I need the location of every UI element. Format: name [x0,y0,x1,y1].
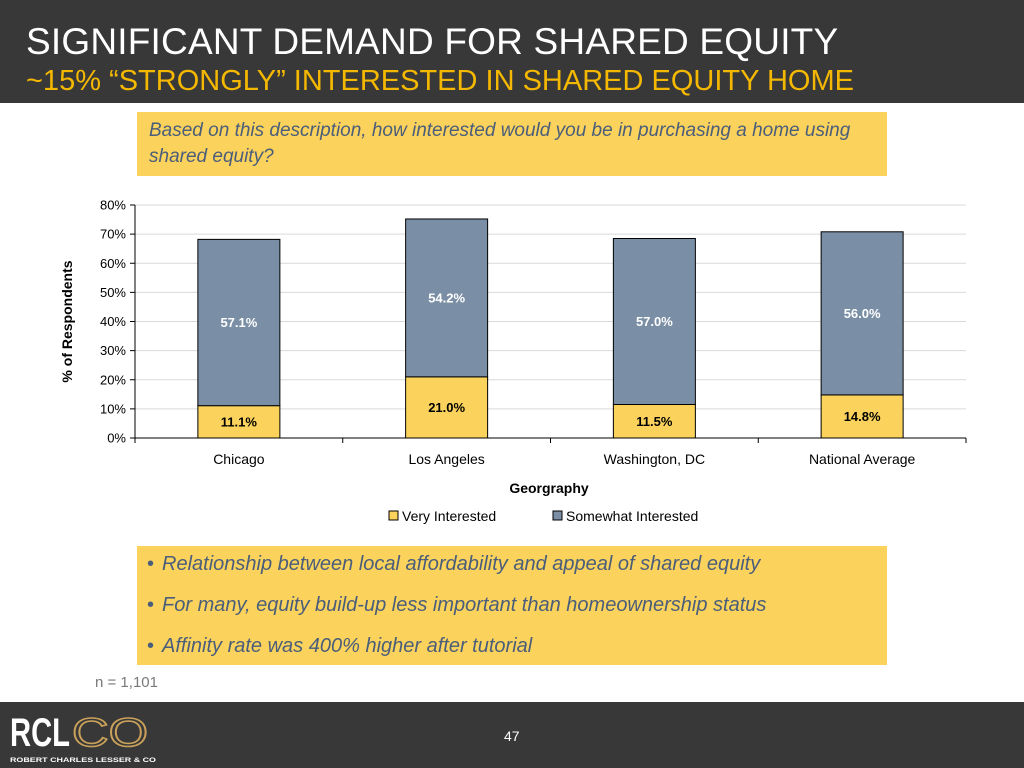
bar-somewhat-interested [197,238,281,407]
finding-item: • For many, equity build-up less importan… [147,594,767,616]
data-label: 57.0% [636,314,673,329]
bar-somewhat-interested [820,231,904,396]
bar-very-interested [197,405,281,439]
legend-label: Very Interested [402,508,496,524]
title-bar [0,0,1024,103]
data-label: 11.1% [221,414,258,429]
slide-subtitle: ~15% “STRONGLY” INTERESTED IN SHARED EQU… [26,65,854,97]
logo-text-rcl: RCL [10,711,70,755]
footer-bar [0,702,1024,768]
survey-question-callout: Based on this description, how intereste… [137,112,887,176]
slide-title: SIGNIFICANT DEMAND FOR SHARED EQUITY [26,21,839,62]
data-label: 11.5% [636,414,673,429]
legend-swatch [552,510,563,521]
rclco-logo: RCL CO ROBERT CHARLES LESSER & CO [10,710,156,764]
bar-somewhat-interested [405,218,489,378]
y-axis-title: % of Respondents [59,260,75,382]
data-label: 21.0% [428,400,465,415]
data-label: 57.1% [220,315,257,330]
logo-text-co: CO [72,711,148,755]
y-tick-label: 20% [100,372,126,387]
legend-label: Somewhat Interested [566,508,698,524]
x-category-label: Chicago [213,451,265,467]
y-tick-label: 10% [100,401,126,416]
sample-size-note: n = 1,101 [95,674,158,691]
bar-very-interested [405,376,489,439]
bar-very-interested [820,394,904,439]
y-tick-label: 80% [100,198,126,213]
data-label: 54.2% [428,290,465,305]
y-tick-label: 40% [100,314,126,329]
x-category-label: Los Angeles [408,451,484,467]
findings-callout: • Relationship between local affordabilit… [137,546,887,665]
stacked-bar-chart: 0% 10% 20% 30% 40% 50% 60% 70% 80% 11.1% 57.1% Chic… [59,198,967,524]
bar-somewhat-interested [612,237,696,406]
y-tick-label: 70% [100,227,126,242]
y-tick-label: 0% [107,431,126,446]
finding-text: For many, equity build-up less important… [162,594,767,616]
y-tick-label: 50% [100,285,126,300]
data-label: 56.0% [844,306,881,321]
y-tick-label: 60% [100,256,126,271]
finding-item: • Relationship between local affordabilit… [147,553,761,575]
bar-very-interested [612,404,696,439]
x-category-label: National Average [809,451,916,467]
y-tick-label: 30% [100,343,126,358]
logo-tagline: ROBERT CHARLES LESSER & CO [10,757,156,764]
x-category-label: Washington, DC [604,451,705,467]
page-number: 47 [504,728,520,744]
data-label: 14.8% [844,409,881,424]
x-axis-title: Georgraphy [509,480,589,496]
finding-text: Relationship between local affordability… [162,553,761,575]
legend-swatch [388,510,399,521]
finding-item: • Affinity rate was 400% higher after tut… [147,635,533,657]
finding-text: Affinity rate was 400% higher after tuto… [162,635,533,657]
